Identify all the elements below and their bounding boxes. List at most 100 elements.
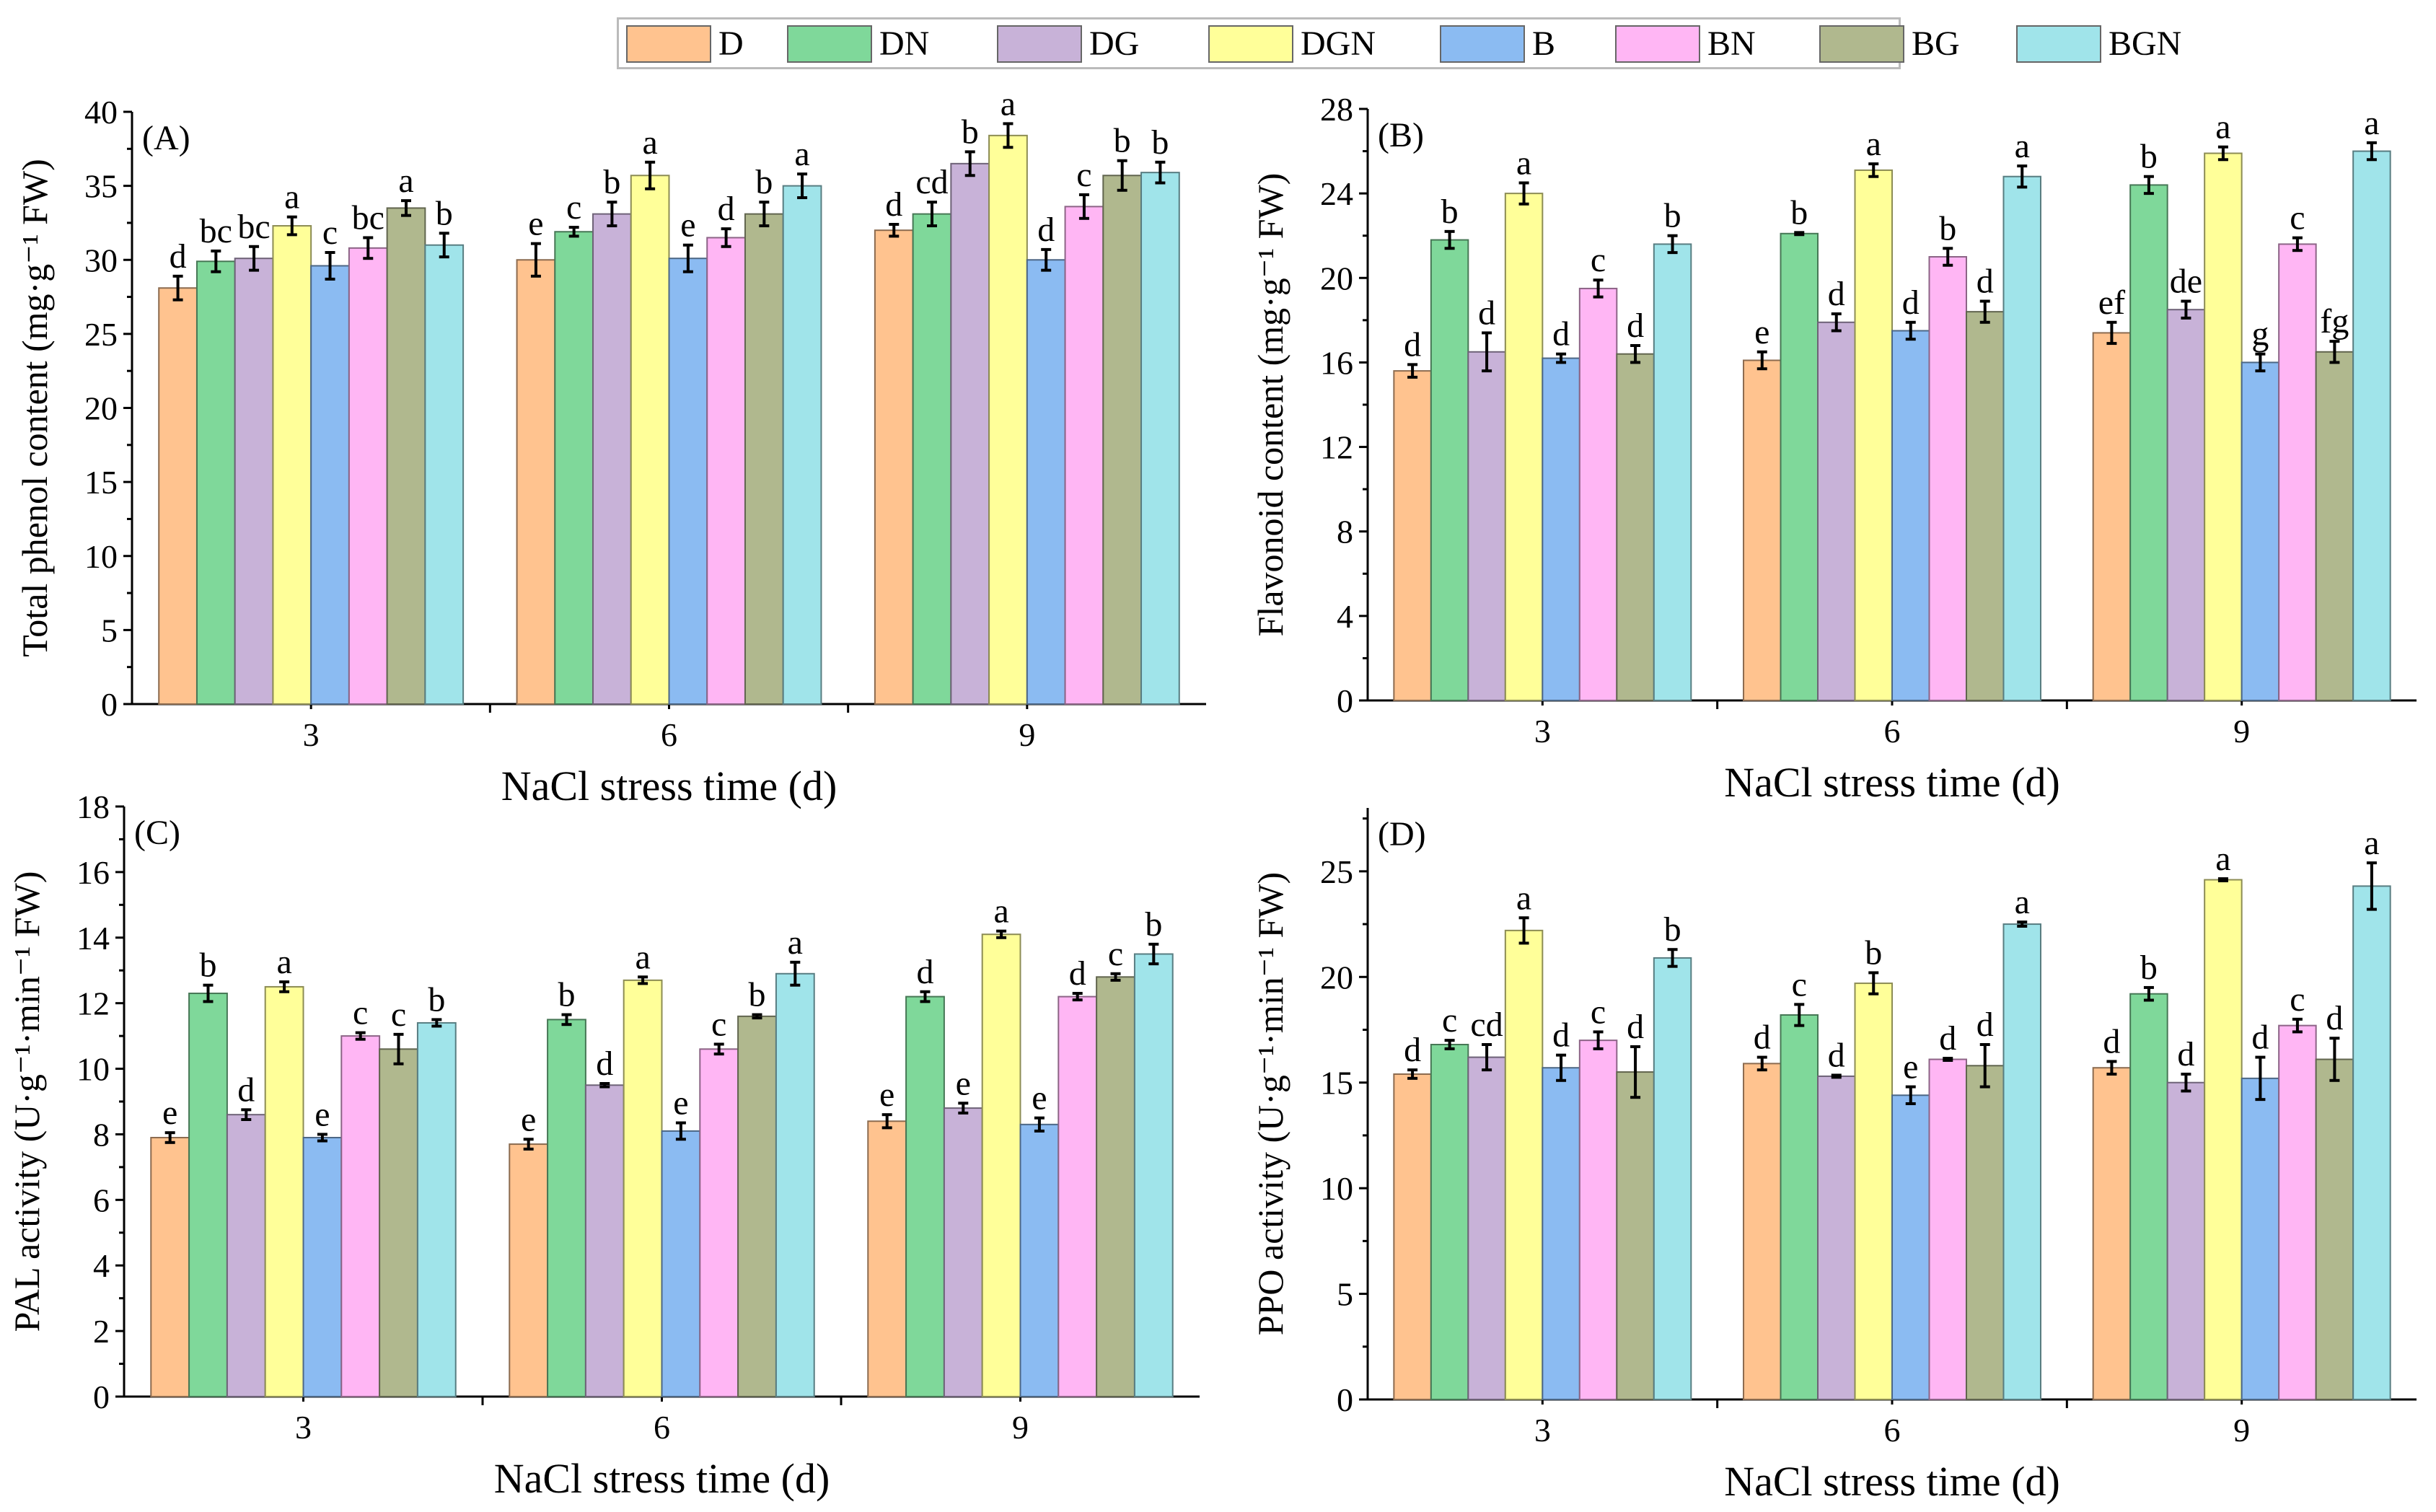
bar-dgn-9 [981, 933, 1021, 1397]
significance-letter: de [2170, 263, 2202, 301]
bar-bgn-9 [1140, 172, 1180, 705]
significance-letter: a [398, 162, 413, 200]
significance-letter: d [1828, 1036, 1845, 1074]
significance-letter: e [162, 1094, 177, 1132]
bar-dn-9 [2129, 993, 2168, 1400]
legend-swatch-dg [997, 25, 1082, 63]
significance-letter: c [2290, 199, 2305, 237]
significance-letter: e [315, 1095, 330, 1133]
y-tick-label: 0 [1337, 682, 1353, 719]
bar-bgn-9 [2352, 885, 2391, 1401]
legend-label-dg: DG [1089, 25, 1140, 63]
bar-bn-6 [706, 237, 746, 705]
bar-d-3 [158, 287, 198, 705]
bar-bn-3 [1578, 1040, 1618, 1400]
legend-label-bg: BG [1912, 25, 1960, 63]
bar-dn-3 [1430, 239, 1469, 702]
x-tick-label: 9 [2233, 713, 2250, 750]
bar-dn-6 [1780, 232, 1819, 701]
bar-bg-6 [737, 1015, 777, 1398]
bar-bg-9 [1096, 976, 1135, 1398]
y-tick-label: 5 [101, 612, 118, 649]
x-tick-label: 3 [295, 1409, 312, 1446]
significance-letter: a [788, 923, 803, 962]
significance-letter: a [2215, 840, 2230, 878]
x-tick-label: 6 [661, 716, 677, 753]
bar-dn-3 [188, 993, 228, 1397]
x-tick-label: 6 [1884, 1412, 1901, 1449]
bar-bn-9 [2278, 1024, 2317, 1400]
y-tick-label: 25 [84, 316, 118, 353]
legend-label-bn: BN [1707, 25, 1756, 63]
significance-letter: d [596, 1045, 613, 1083]
y-tick-label: 8 [1337, 514, 1353, 550]
significance-letter: e [1754, 313, 1769, 351]
bar-b-3 [302, 1136, 343, 1397]
bar-bg-3 [386, 207, 426, 706]
significance-letter: a [993, 892, 1008, 931]
significance-letter: b [1664, 197, 1681, 235]
bar-bgn-3 [1653, 957, 1692, 1400]
significance-letter: c [391, 995, 406, 1034]
bar-dg-9 [943, 1107, 983, 1397]
bar-dn-9 [905, 995, 945, 1397]
significance-letter: c [1108, 935, 1123, 973]
significance-letter: d [170, 237, 187, 276]
legend-swatch-dn [787, 25, 872, 63]
bar-d-6 [1743, 1063, 1782, 1401]
bar-dn-6 [547, 1019, 586, 1397]
x-axis-label: NaCl stress time (d) [1724, 1458, 2060, 1505]
significance-letter: a [276, 943, 291, 981]
bar-bn-3 [340, 1035, 381, 1397]
y-tick-label: 15 [1320, 1065, 1353, 1102]
y-tick-label: 25 [1320, 853, 1353, 890]
y-tick-label: 24 [1320, 175, 1353, 212]
significance-letter: d [2251, 1019, 2269, 1057]
significance-letter: d [1069, 954, 1086, 993]
bar-bgn-6 [2002, 923, 2041, 1400]
bar-dgn-6 [1854, 169, 1893, 701]
bar-bn-6 [699, 1048, 739, 1398]
bar-b-9 [2241, 1077, 2280, 1401]
significance-letter: a [2015, 127, 2030, 165]
y-tick-label: 5 [1337, 1276, 1353, 1313]
significance-letter: c [1591, 993, 1606, 1031]
significance-letter: b [2140, 949, 2158, 987]
significance-letter: b [1790, 193, 1808, 232]
bar-b-6 [1891, 1094, 1930, 1401]
bar-bg-9 [1102, 175, 1143, 705]
significance-letter: b [199, 946, 216, 985]
x-tick-label: 6 [654, 1409, 670, 1446]
bar-d-3 [1393, 1073, 1432, 1400]
y-tick-label: 10 [84, 538, 118, 575]
significance-letter: b [755, 163, 773, 201]
panel-label: (B) [1378, 116, 1424, 154]
significance-letter: b [962, 113, 979, 151]
bar-bn-9 [1064, 206, 1104, 705]
significance-letter: b [1114, 122, 1131, 160]
y-axis-label: Flavonoid content (mg·g⁻¹ FW) [1250, 173, 1290, 637]
x-axis-label: NaCl stress time (d) [501, 762, 837, 809]
bar-bgn-3 [1653, 243, 1692, 701]
significance-letter: e [1032, 1079, 1047, 1117]
significance-letter: e [673, 1084, 688, 1122]
bar-b-6 [661, 1130, 701, 1398]
significance-letter: d [1754, 1019, 1771, 1057]
y-tick-label: 30 [84, 242, 118, 278]
bar-dg-3 [1467, 1056, 1506, 1400]
significance-letter: d [2326, 999, 2343, 1037]
significance-letter: c [2290, 980, 2305, 1019]
significance-letter: b [436, 194, 453, 232]
bar-bn-3 [1578, 287, 1618, 701]
significance-letter: b [1441, 193, 1459, 231]
bar-dgn-9 [2204, 879, 2243, 1400]
significance-letter: bc [352, 198, 384, 237]
significance-letter: d [1627, 307, 1644, 345]
y-tick-label: 16 [76, 854, 110, 891]
legend-swatch-b [1440, 25, 1525, 63]
y-tick-label: 12 [1320, 429, 1353, 466]
significance-letter: b [603, 163, 620, 201]
bar-dg-9 [2166, 1081, 2206, 1400]
